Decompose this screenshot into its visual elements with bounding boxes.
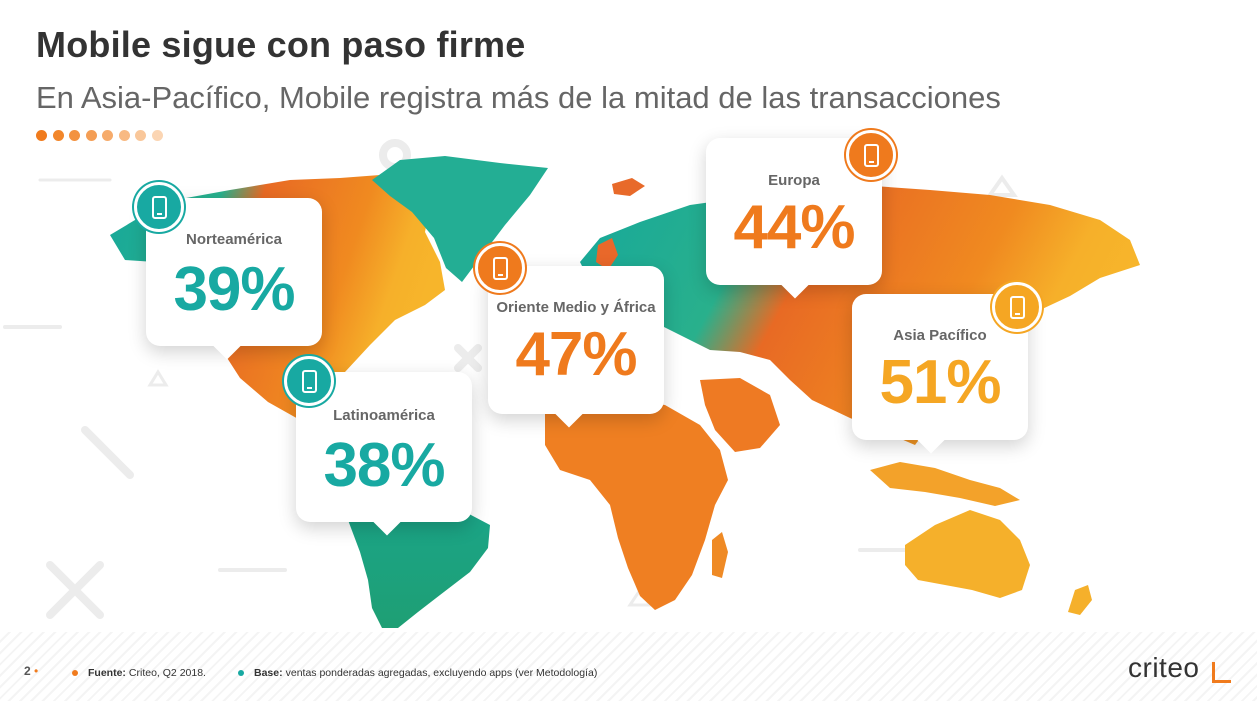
mobile-phone-icon [284,356,334,406]
region-label: Europa [768,172,820,189]
arabia-shape [700,378,780,452]
region-label: Norteamérica [186,231,282,248]
region-label: Latinoamérica [333,407,435,424]
mobile-phone-icon [134,182,184,232]
iceland-shape [612,178,645,196]
footer-source: Fuente: Criteo, Q2 2018. [72,667,206,679]
page-number-value: 2 [24,664,31,678]
mobile-phone-icon [475,243,525,293]
uk-shape [596,238,618,270]
progress-dots [36,130,163,141]
source-text: Criteo, Q2 2018. [128,667,206,679]
africa-shape [545,400,728,610]
region-card-north-america: Norteamérica 39% [146,198,322,346]
region-value: 39% [173,255,295,324]
progress-dot [102,130,113,141]
progress-dot [135,130,146,141]
progress-dot [36,130,47,141]
criteo-logo: criteo [1128,652,1200,683]
page-number-dot: • [34,664,39,678]
source-label: Fuente: [88,667,126,679]
progress-dot [118,130,130,141]
progress-dot [151,130,163,141]
slide-title: Mobile sigue con paso firme [36,24,526,65]
base-bullet [238,670,244,676]
islands-shape [870,462,1020,506]
footer-base: Base: ventas ponderadas agregadas, exclu… [238,667,597,679]
base-text: ventas ponderadas agregadas, excluyendo … [285,667,598,679]
region-card-asia-pacific: Asia Pacífico 51% [852,294,1028,440]
region-label: Oriente Medio y África [496,299,656,316]
region-value: 44% [733,193,855,262]
new-zealand-shape [1068,585,1092,615]
australia-shape [905,510,1030,598]
page-number: 2 • [24,664,38,678]
region-label: Asia Pacífico [893,327,987,344]
slide-subtitle: En Asia-Pacífico, Mobile registra más de… [36,80,1001,115]
region-value: 38% [323,431,445,500]
criteo-logo-mark [1212,662,1231,683]
madagascar-shape [712,532,728,578]
region-value: 51% [879,348,1001,417]
mobile-phone-icon [992,282,1042,332]
mobile-phone-icon [846,130,896,180]
progress-dot [69,130,80,141]
region-card-middle-east-africa: Oriente Medio y África 47% [488,266,664,414]
base-label: Base: [254,667,283,679]
region-value: 47% [515,320,637,389]
greenland-shape [372,156,548,282]
progress-dot [85,130,97,141]
source-bullet [72,670,78,676]
progress-dot [52,130,64,141]
footer-band [0,632,1257,701]
